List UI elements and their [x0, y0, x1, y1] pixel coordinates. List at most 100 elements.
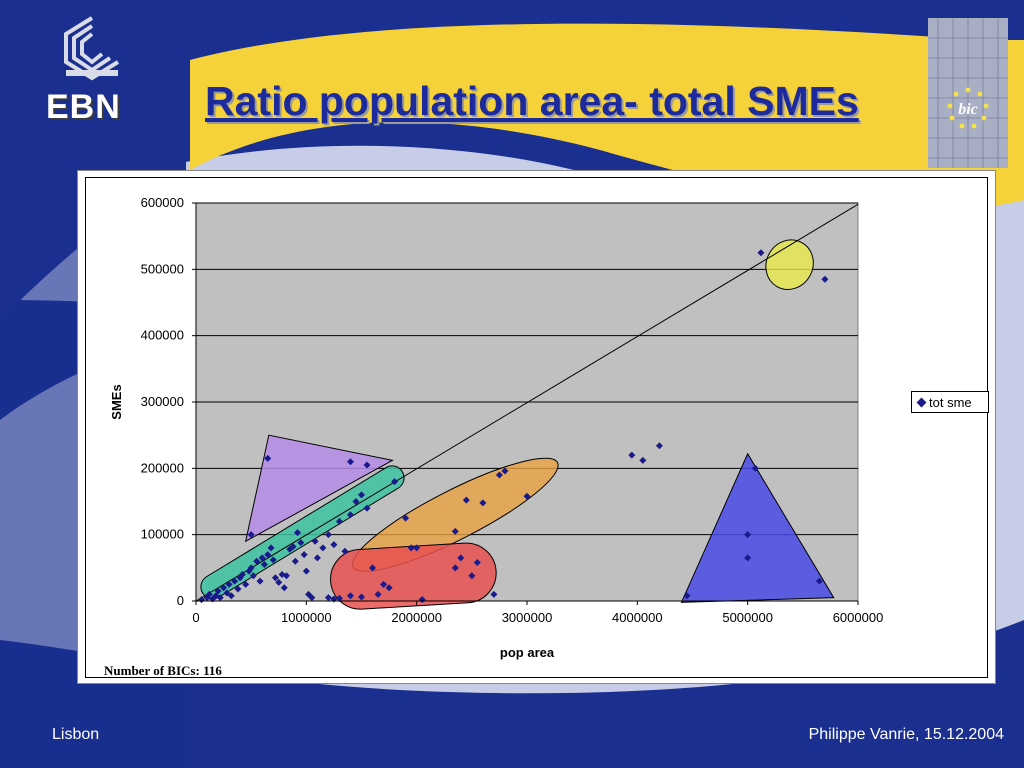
data-point [407, 544, 415, 552]
chart-legend: tot sme [911, 391, 989, 413]
chart-frame: 0 100000 200000 300000 400000 500000 600000 0 10… [77, 170, 996, 684]
ebn-logo-text: EBN [46, 88, 121, 126]
data-point [205, 590, 213, 598]
data-point [744, 554, 752, 562]
data-point [479, 499, 487, 507]
data-point [346, 592, 354, 600]
data-point [639, 456, 647, 464]
data-point [280, 584, 288, 592]
x-tick-label: 3000000 [502, 610, 553, 625]
footer-location: Lisbon [52, 726, 100, 743]
data-point [324, 531, 332, 539]
data-point [275, 578, 283, 586]
data-point [302, 567, 310, 575]
data-point [238, 570, 246, 578]
data-point [324, 594, 332, 602]
data-point [264, 551, 272, 559]
data-point [402, 514, 410, 522]
y-tick-label: 0 [177, 593, 184, 608]
ebn-logo-icon [64, 16, 120, 81]
chart-area: 0 100000 200000 300000 400000 500000 600000 0 10… [85, 177, 989, 678]
legend-diamond-icon [916, 397, 927, 407]
highlight-region-4 [680, 452, 835, 603]
bic-logo-text: bic [958, 101, 978, 118]
data-point [628, 451, 636, 459]
legend-label: tot sme [929, 394, 972, 410]
data-point [294, 529, 302, 537]
data-point [683, 592, 691, 600]
y-tick-label: 300000 [141, 394, 184, 409]
highlight-region-0 [244, 434, 394, 543]
data-point [319, 544, 327, 552]
data-point [363, 461, 371, 469]
data-point [358, 491, 365, 499]
data-point [413, 544, 421, 552]
data-point [282, 572, 290, 580]
data-point [214, 587, 222, 595]
bic-count-note: Number of BICs: 116 [104, 663, 222, 678]
data-point [457, 554, 465, 562]
data-point [220, 584, 228, 592]
data-point [374, 590, 382, 598]
data-point [256, 577, 264, 585]
data-point [305, 590, 313, 598]
data-point [313, 554, 321, 562]
data-point [391, 478, 399, 486]
bic-logo-icon: bic [928, 18, 1008, 168]
data-point [468, 572, 476, 580]
data-point [335, 594, 343, 602]
data-point [523, 492, 531, 500]
x-tick-label: 5000000 [722, 610, 773, 625]
data-point [311, 537, 319, 545]
data-point [300, 551, 308, 559]
y-tick-label: 400000 [141, 328, 184, 343]
data-point [227, 592, 235, 600]
data-point [223, 589, 231, 597]
data-point [258, 554, 266, 562]
y-axis-title: SMEs [109, 384, 124, 419]
data-point [346, 458, 354, 466]
data-point [744, 531, 752, 539]
data-point [247, 564, 255, 572]
data-point [247, 531, 255, 539]
data-point [271, 574, 279, 582]
x-tick-label: 2000000 [391, 610, 442, 625]
x-tick-label: 1000000 [281, 610, 332, 625]
data-point [385, 584, 393, 592]
data-point [380, 580, 388, 588]
data-point [490, 590, 498, 598]
data-point [495, 471, 503, 479]
data-point [462, 496, 470, 504]
y-tick-label: 200000 [141, 460, 184, 475]
x-tick-label: 6000000 [833, 610, 884, 625]
data-point [751, 464, 759, 472]
data-point [269, 556, 277, 564]
data-point [821, 275, 829, 283]
data-point [267, 544, 275, 552]
data-point [225, 580, 233, 588]
data-point [291, 557, 299, 565]
data-point [451, 527, 459, 535]
data-point [335, 517, 343, 525]
data-point [358, 593, 365, 601]
data-point [242, 580, 250, 588]
footer-author-date: Philippe Vanrie, 15.12.2004 [808, 726, 1004, 743]
data-point [234, 585, 242, 593]
data-point [352, 498, 360, 505]
data-point [330, 541, 338, 549]
data-point [341, 547, 349, 555]
data-point [297, 539, 305, 547]
data-point [757, 249, 765, 257]
data-point [451, 564, 459, 572]
x-tick-label: 4000000 [612, 610, 663, 625]
x-axis-title: pop area [500, 645, 555, 660]
data-point [363, 504, 371, 512]
data-point [308, 594, 316, 602]
data-point [655, 442, 663, 450]
slide-title: Ratio population area- total SMEs [205, 78, 859, 124]
data-point [289, 543, 297, 551]
trend-line [195, 203, 859, 602]
data-point [346, 511, 354, 519]
y-tick-label: 600000 [141, 195, 184, 210]
